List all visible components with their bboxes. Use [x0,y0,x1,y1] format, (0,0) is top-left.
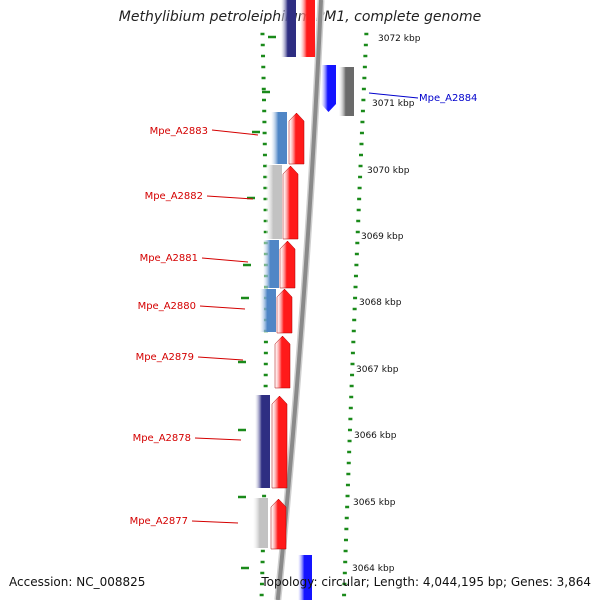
gene-forward [288,112,305,165]
gene-forward [279,240,296,289]
gene-reverse [321,65,336,112]
gene-leader-line [194,437,242,441]
gene-forward [276,288,293,334]
gene-leader-line [368,92,419,99]
genome-backbone [274,0,325,600]
gene-label[interactable]: Mpe_A2882 [145,191,203,202]
gene-forward [274,335,291,389]
gene-forward [270,498,287,550]
gene-reverse [266,165,282,239]
gene-reverse [255,395,270,488]
gene-leader-line [197,356,244,361]
scale-label: 3066 kbp [354,431,397,441]
gene-label[interactable]: Mpe_A2877 [130,516,188,527]
scale-label: 3067 kbp [356,365,399,375]
scale-label: 3071 kbp [372,99,415,109]
accession-text: Accession: NC_008825 [9,575,146,589]
backbone-line [275,0,323,600]
gene-reverse [298,555,312,600]
scale-label: 3065 kbp [353,498,396,508]
gene-leader-line [201,257,249,263]
genes [253,0,354,600]
gene-reverse [281,0,296,57]
scale-label: 3070 kbp [367,166,410,176]
scale-labels: 3072 kbp 3071 kbp 3070 kbp 3069 kbp 3068 kbp… [352,34,421,574]
gene-label[interactable]: Mpe_A2878 [133,433,191,444]
scale-label: 3069 kbp [361,232,404,242]
gene-label[interactable]: Mpe_A2881 [140,253,198,264]
gene-forward [282,165,299,240]
gene-reverse [339,67,354,116]
gene-reverse [271,112,287,164]
gene-leader-line [206,195,254,200]
map-title: Methylibium petroleiphilum PM1, complete… [118,9,482,25]
gene-reverse [260,289,276,332]
gene-label[interactable]: Mpe_A2884 [419,93,477,104]
scale-label: 3064 kbp [352,564,395,574]
scale-label: 3072 kbp [378,34,421,44]
gene-label[interactable]: Mpe_A2880 [138,301,196,312]
gene-forward [300,0,315,57]
topology-text: Topology: circular; Length: 4,044,195 bp… [261,575,591,589]
gene-leader-line [199,305,246,310]
gene-label[interactable]: Mpe_A2883 [150,126,208,137]
gene-reverse [263,240,279,288]
scale-label: 3068 kbp [359,298,402,308]
gene-labels: Mpe_A2884 Mpe_A2883 Mpe_A2882 Mpe_A2881 Mpe_… [130,92,477,527]
gene-label[interactable]: Mpe_A2879 [136,352,194,363]
gene-forward [271,395,288,489]
gene-reverse [253,498,268,548]
gene-leader-line [191,520,239,524]
gene-leader-line [211,129,259,136]
